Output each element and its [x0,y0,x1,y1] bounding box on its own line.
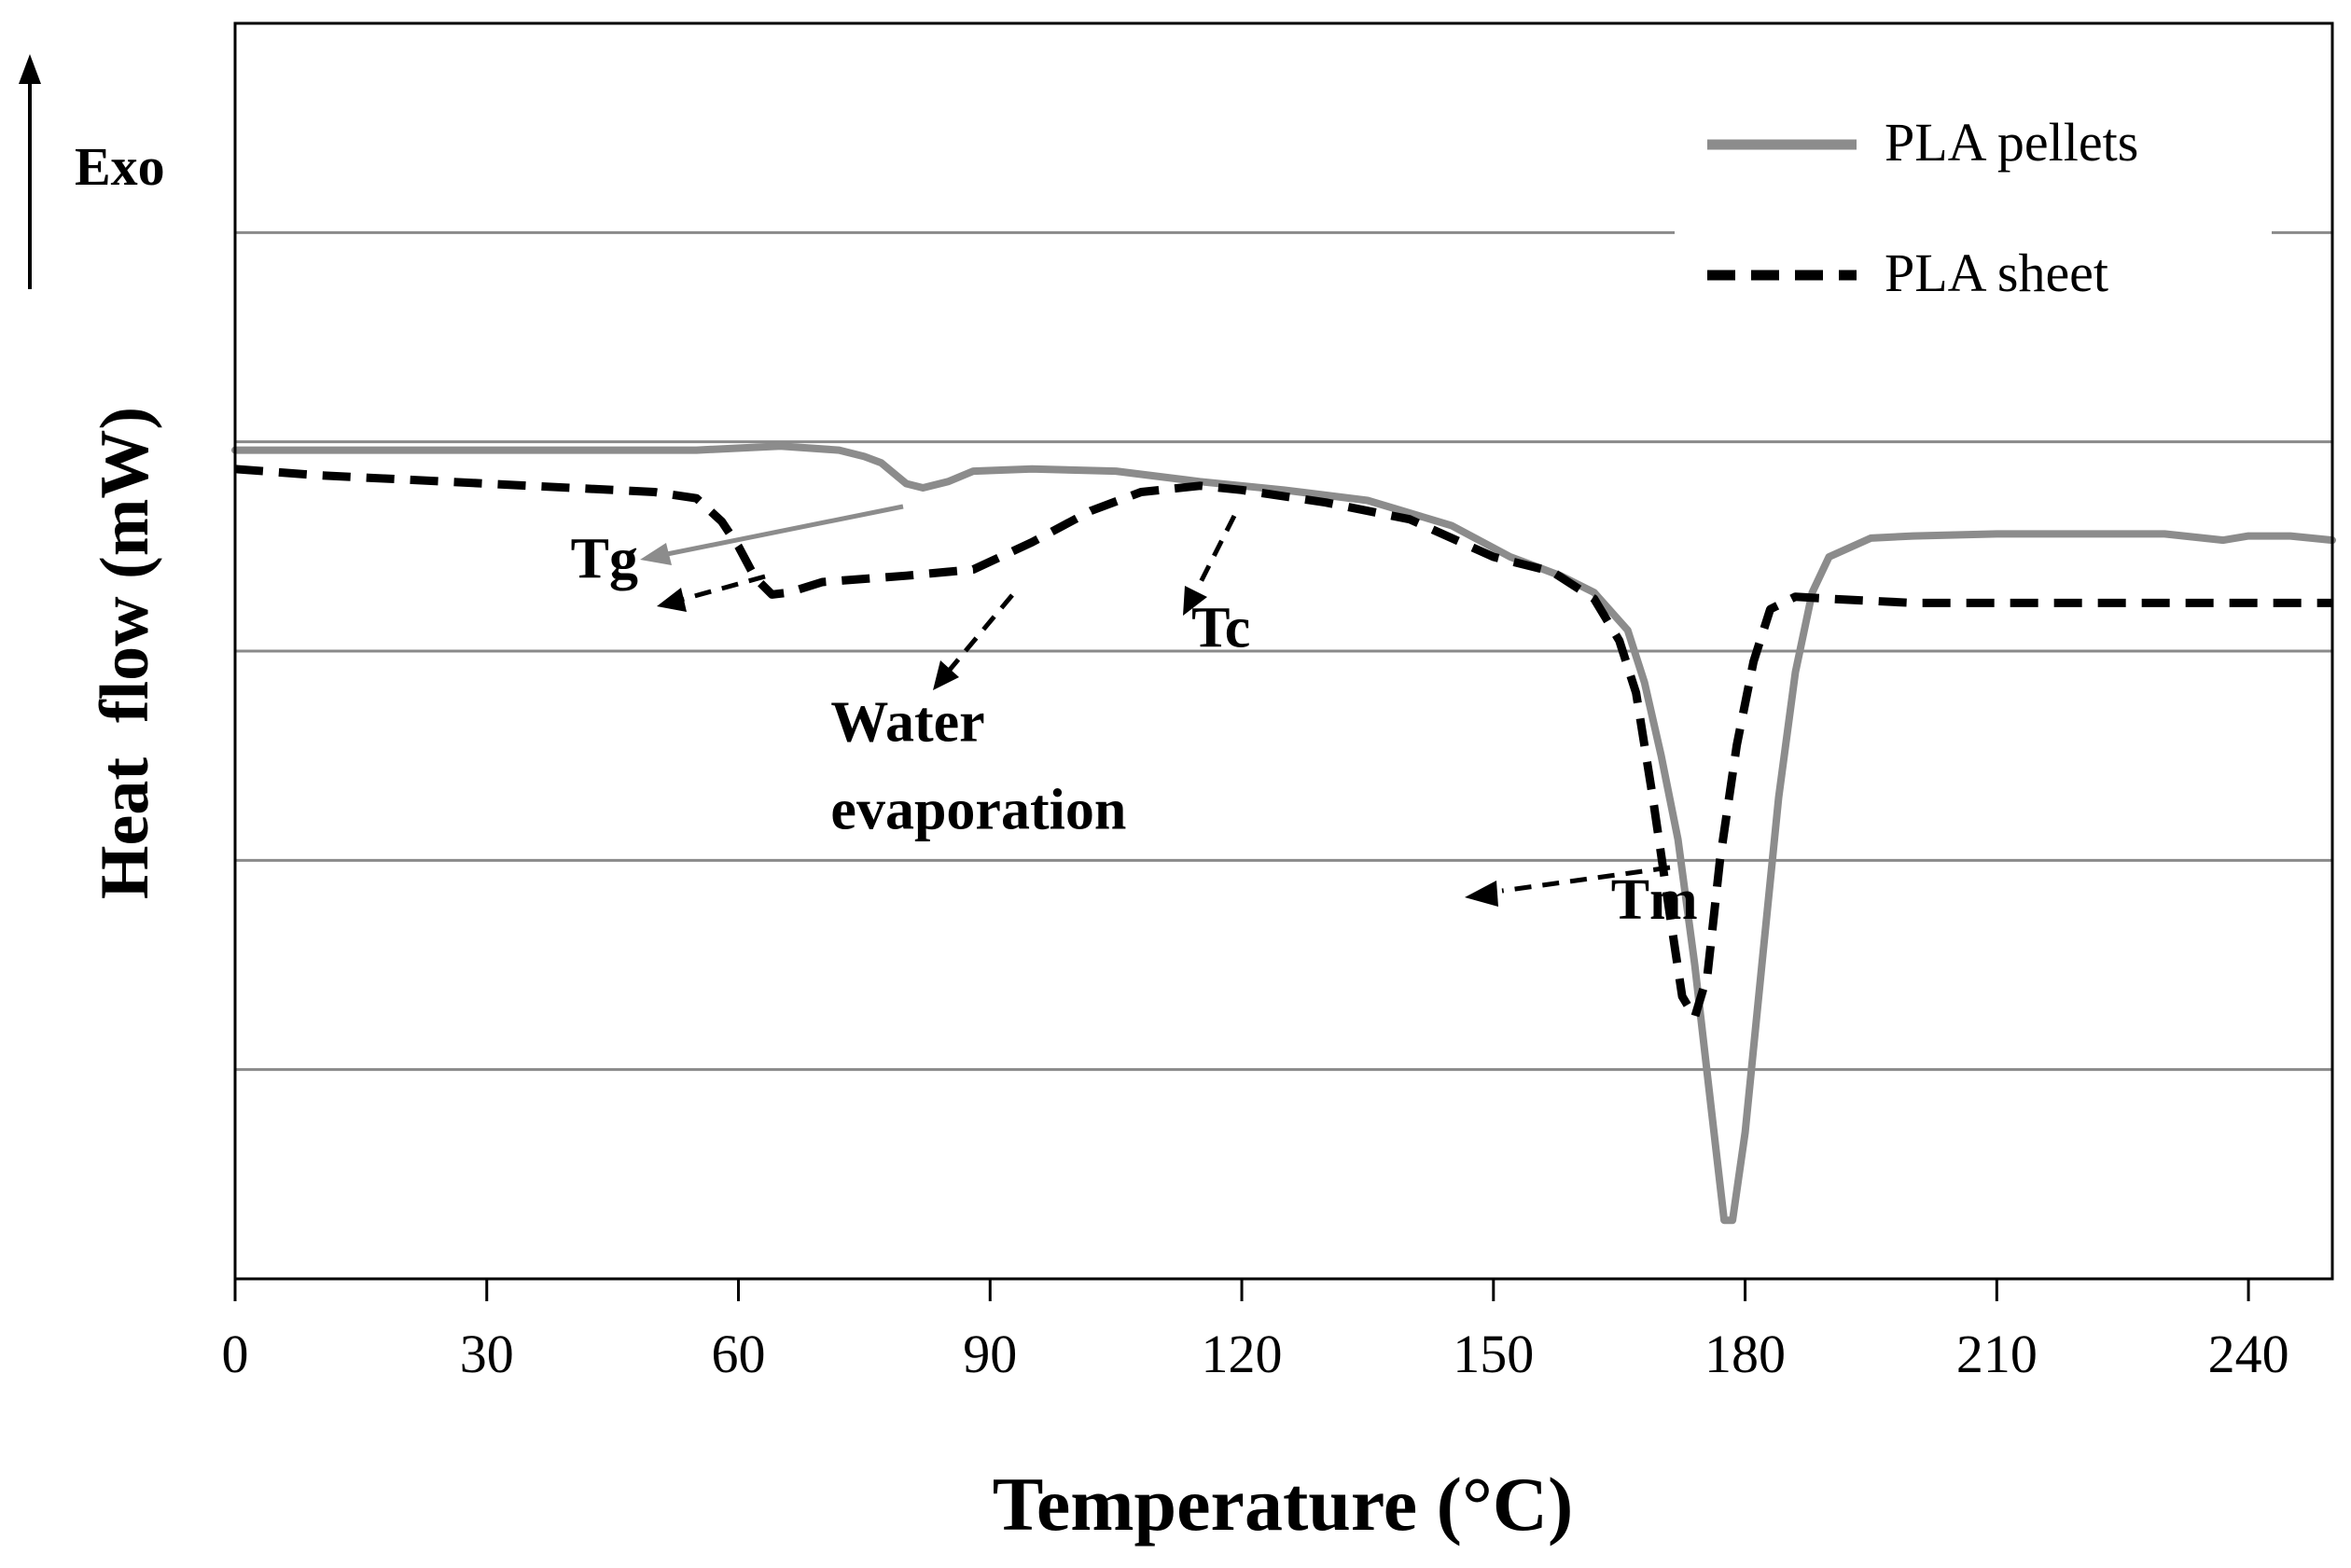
legend: PLA pellets PLA sheet [1675,93,2272,326]
tg-sheet-arrow [657,574,766,612]
legend-label-pla-pellets: PLA pellets [1885,112,2138,173]
series-line-pla-sheet [234,465,2332,1022]
exo-arrow-head-icon [19,54,41,84]
tc-arrow [1183,514,1237,616]
annotation-evaporation: evaporation [830,779,1126,842]
gridlines [235,230,2332,1072]
x-tick-label-240: 240 [2208,1324,2289,1384]
series-group [231,442,2336,1225]
x-tick-label-30: 30 [460,1324,514,1384]
annotation-labels: Tg Tc Water evaporation Tm [571,527,1698,932]
x-tick-label-210: 210 [1956,1324,2038,1384]
exo-indicator: Exo [19,54,165,289]
tm-arrowhead-icon [1465,881,1498,907]
exo-label: Exo [75,136,165,197]
tg-pellets-arrow [640,504,904,565]
x-axis-ticks: 0 30 60 90 120 150 180 210 240 [222,1279,2289,1384]
x-tick-label-0: 0 [222,1324,249,1384]
legend-background [1675,93,2272,326]
tm-arrow [1465,865,1671,907]
legend-label-pla-sheet: PLA sheet [1885,243,2108,303]
tg-pellets-arrowhead-icon [640,543,672,565]
annotation-arrows [640,504,1671,907]
annotation-tc: Tc [1191,597,1250,660]
annotation-tm: Tm [1611,868,1698,932]
y-axis-label: Heat flow (mW) [87,407,163,899]
annotation-water: Water [830,690,984,754]
water-evaporation-arrow [933,593,1014,690]
x-tick-label-120: 120 [1202,1324,1283,1384]
x-tick-label-60: 60 [712,1324,766,1384]
tg-sheet-arrowhead-icon [657,588,687,612]
water-arrowhead-icon [933,660,959,690]
tc-arrowhead-icon [1183,586,1207,616]
x-axis-label: Temperature (°C) [993,1462,1574,1547]
annotation-tg: Tg [571,527,638,590]
series-line-pla-pellets [231,442,2336,1225]
x-tick-label-150: 150 [1453,1324,1534,1384]
x-tick-label-90: 90 [963,1324,1017,1384]
plot-area-frame [233,21,2334,1281]
x-tick-label-180: 180 [1704,1324,1786,1384]
